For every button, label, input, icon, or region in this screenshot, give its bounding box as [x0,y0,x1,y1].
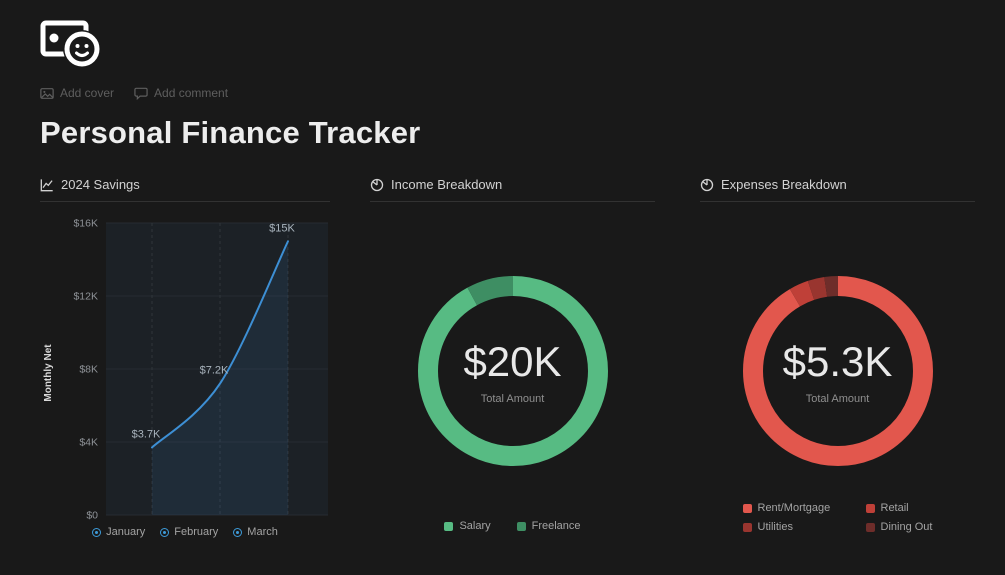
legend-label: Utilities [757,521,793,533]
legend-label: March [247,526,278,538]
image-icon [40,87,54,99]
charts-row: 2024 Savings $0 $4K $8K $12K $16K $3.7K $7.2K $… [0,177,1005,538]
add-cover-button[interactable]: Add cover [40,86,114,100]
panel-income: Income Breakdown $20K Total Amount Salar… [370,177,655,538]
legend-label: Freelance [531,520,581,532]
page-actions: Add cover Add comment [40,86,1005,100]
donut-segment-salary[interactable] [417,276,608,466]
legend-swatch [444,521,454,531]
legend-item-freelance[interactable]: Freelance [516,520,581,532]
expenses-donut-wrap: $5.3K Total Amount [723,256,953,486]
panel-title: Income Breakdown [391,177,503,192]
donut-segment-dining-out[interactable] [742,276,933,466]
legend-label: Rent/Mortgage [757,502,831,514]
panel-savings: 2024 Savings $0 $4K $8K $12K $16K $3.7K $7.2K $… [40,177,330,538]
page-title: Personal Finance Tracker [40,115,421,150]
legend-item-salary[interactable]: Salary [444,520,491,532]
comment-bubble-icon [134,87,148,100]
legend-label: January [106,526,146,538]
expenses-panel-header[interactable]: Expenses Breakdown [700,177,975,202]
donut-segment-rent-mortgage[interactable] [742,276,933,466]
savings-panel-header[interactable]: 2024 Savings [40,177,330,202]
legend-label: Retail [880,502,909,514]
page-header: Add cover Add comment Personal Finance T… [0,0,1005,151]
y-tick-label: $0 [86,510,98,522]
income-panel-header[interactable]: Income Breakdown [370,177,655,202]
legend-swatch [865,522,875,532]
line-chart-icon [40,178,53,191]
y-axis-label: Monthly Net [43,344,54,402]
legend-swatch [742,503,752,513]
panel-title: Expenses Breakdown [721,177,847,192]
income-donut-chart[interactable] [398,256,628,486]
point-label: $3.7K [132,428,161,440]
legend-item-january[interactable]: January [92,526,145,538]
legend-swatch [742,522,752,532]
notion-page: Add cover Add comment Personal Finance T… [0,0,1005,538]
legend-label: Salary [459,520,491,532]
income-donut-wrap: $20K Total Amount [398,256,628,486]
y-tick-label: $16K [73,218,98,230]
legend-item-february[interactable]: February [160,526,218,538]
point-label: $15K [269,222,295,234]
legend-marker-icon [233,527,243,537]
expenses-legend: Rent/Mortgage Retail Utilities Dining Out [700,502,975,533]
donut-segment-freelance[interactable] [417,276,608,466]
add-comment-label: Add comment [154,86,229,100]
income-legend: Salary Freelance [370,520,655,532]
add-cover-label: Add cover [60,86,115,100]
y-tick-label: $8K [79,364,98,376]
legend-marker-icon [92,527,102,537]
panel-expenses: Expenses Breakdown $5.3K Total Amount Re… [700,177,975,538]
legend-marker-icon [160,527,170,537]
savings-line[interactable] [151,240,289,449]
page-icon-money[interactable] [40,16,102,74]
savings-line-chart[interactable]: $0 $4K $8K $12K $16K $3.7K $7.2K $15K Monthly Ne… [40,210,330,522]
pie-chart-icon [370,178,384,191]
add-comment-button[interactable]: Add comment [134,86,228,100]
savings-legend: January February March [40,526,330,538]
money-face-icon [40,20,101,68]
legend-swatch [865,503,875,513]
legend-item-retail[interactable]: Retail [865,502,933,514]
legend-item-march[interactable]: March [233,526,278,538]
panel-title: 2024 Savings [61,177,140,192]
legend-label: Dining Out [880,521,933,533]
y-tick-label: $12K [73,291,98,303]
point-label: $7.2K [200,365,229,377]
legend-swatch [516,521,526,531]
pie-chart-icon [700,178,714,191]
legend-item-utilities[interactable]: Utilities [742,521,840,533]
y-tick-label: $4K [79,437,98,449]
legend-label: February [174,526,219,538]
savings-area-fill [152,241,288,515]
legend-item-rent-mortgage[interactable]: Rent/Mortgage [742,502,840,514]
expenses-donut-chart[interactable] [723,256,953,486]
legend-item-dining-out[interactable]: Dining Out [865,521,933,533]
